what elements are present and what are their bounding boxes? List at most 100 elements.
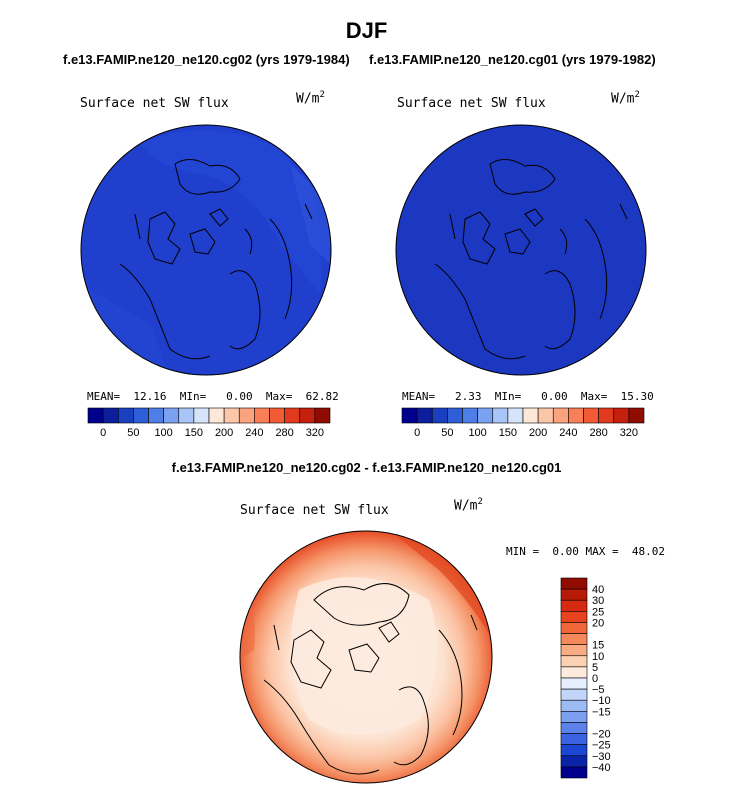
diff-colorbar-swatch bbox=[560, 655, 588, 668]
panel-2-colorbar-tick-label: 150 bbox=[499, 427, 517, 439]
diff-colorbar-swatch bbox=[560, 599, 588, 612]
panel-1-stats: MEAN= 12.16 MIn= 0.00 Max= 62.82 bbox=[87, 390, 339, 403]
diff-colorbar-tick-label: −10 bbox=[592, 695, 611, 707]
panel-2-colorbar-swatch bbox=[537, 407, 554, 424]
diff-colorbar-tick-label: 30 bbox=[592, 595, 604, 607]
diff-colorbar-tick-label: −40 bbox=[592, 762, 611, 774]
panel-1-colorbar-swatch bbox=[314, 407, 331, 424]
panel-2-colorbar-swatch bbox=[628, 407, 645, 424]
panel-2-unit: W/m2 bbox=[611, 90, 640, 107]
diff-colorbar-swatch bbox=[560, 766, 588, 779]
panel-1-colorbar: 0 50 100 150 200 240 280 320 bbox=[87, 407, 331, 439]
diff-polar-map bbox=[239, 530, 493, 784]
panel-2-colorbar-swatch bbox=[522, 407, 539, 424]
diff-colorbar-swatch bbox=[560, 755, 588, 768]
diff-colorbar-swatch bbox=[560, 666, 588, 679]
panel-1-coastlines bbox=[119, 159, 313, 360]
diff-colorbar-tick-label: 5 bbox=[592, 662, 598, 674]
panel-2-stats: MEAN= 2.33 MIn= 0.00 Max= 15.30 bbox=[402, 390, 654, 403]
diff-colorbar-tick-label: 25 bbox=[592, 606, 604, 618]
diff-colorbar-swatch bbox=[560, 633, 588, 645]
diff-colorbar-swatch bbox=[560, 744, 588, 757]
panel-2-colorbar-swatch bbox=[492, 407, 509, 424]
diff-colorbar-swatch bbox=[560, 677, 588, 690]
panel-2-colorbar-swatch bbox=[568, 407, 584, 424]
diff-colorbar-tick-label: 10 bbox=[592, 651, 604, 663]
panel-2-colorbar-tick-label: 280 bbox=[589, 427, 607, 439]
panel-2-colorbar-tick-label: 100 bbox=[468, 427, 486, 439]
panel-2-colorbar-swatch bbox=[416, 407, 433, 424]
panel-1-colorbar-swatch bbox=[87, 407, 104, 424]
diff-colorbar-tick-label: −25 bbox=[592, 740, 611, 752]
panel-1-colorbar-swatch bbox=[238, 407, 255, 424]
panel-1-colorbar-tick-label: 280 bbox=[275, 427, 293, 439]
panel-1-colorbar-tick-label: 320 bbox=[306, 427, 324, 439]
panel-2-polar-map bbox=[395, 124, 647, 376]
figure-title: DJF bbox=[345, 18, 388, 43]
panel-1-variable-label: Surface net SW flux bbox=[80, 96, 229, 111]
panel-2-coastlines bbox=[434, 159, 628, 360]
diff-colorbar-swatch bbox=[560, 688, 588, 701]
panel-1-colorbar-swatch bbox=[284, 407, 301, 424]
diff-colorbar-tick-label: −30 bbox=[592, 751, 611, 763]
panel-2-colorbar-swatch bbox=[462, 407, 478, 424]
diff-colorbar-swatch bbox=[560, 577, 588, 590]
diff-stats: MIN = 0.00 MAX = 48.02 bbox=[506, 545, 665, 558]
panel-2-colorbar-tick-label: 50 bbox=[441, 427, 453, 439]
panel-1-colorbar-swatch bbox=[299, 407, 316, 424]
diff-colorbar-swatch bbox=[560, 622, 588, 634]
panel-1-colorbar-swatch bbox=[193, 407, 210, 424]
panel-1-colorbar-tick-label: 240 bbox=[245, 427, 263, 439]
panel-1-colorbar-swatch bbox=[208, 407, 225, 424]
panel-1-colorbar-swatch bbox=[133, 407, 149, 424]
panel-2-colorbar: 0 50 100 150 200 240 280 320 bbox=[401, 407, 645, 439]
panel-1-colorbar-tick-label: 50 bbox=[127, 427, 139, 439]
panel-1-colorbar-swatch bbox=[223, 407, 240, 424]
diff-colorbar-swatch bbox=[560, 644, 588, 657]
panel-2-colorbar-swatch bbox=[598, 407, 615, 424]
panel-1-colorbar-swatch bbox=[163, 407, 180, 424]
diff-variable-label: Surface net SW flux bbox=[240, 503, 389, 518]
panel-1-polar-map bbox=[80, 124, 332, 376]
panel-1-colorbar-tick-label: 200 bbox=[215, 427, 233, 439]
panel-2-colorbar-swatch bbox=[552, 407, 569, 424]
diff-colorbar-tick-label: −5 bbox=[592, 684, 605, 696]
diff-colorbar-swatch bbox=[560, 699, 588, 712]
panel-2-colorbar-swatch bbox=[431, 407, 448, 424]
panel-2-variable-label: Surface net SW flux bbox=[397, 96, 546, 111]
diff-colorbar-tick-label: −20 bbox=[592, 729, 611, 741]
panel-1-colorbar-swatch bbox=[269, 407, 285, 424]
panel-1-colorbar-swatch bbox=[102, 407, 119, 424]
panel-1-colorbar-tick-label: 150 bbox=[185, 427, 203, 439]
panel-2-colorbar-tick-label: 200 bbox=[529, 427, 547, 439]
diff-colorbar-swatch bbox=[560, 722, 588, 734]
diff-colorbar-tick-label: 20 bbox=[592, 617, 604, 629]
panel-1-colorbar-tick-label: 0 bbox=[100, 427, 106, 439]
diff-colorbar-swatch bbox=[560, 588, 588, 601]
panel-2-colorbar-swatch bbox=[507, 407, 524, 424]
diff-unit: W/m2 bbox=[454, 497, 483, 514]
diff-colorbar-swatch bbox=[560, 611, 588, 623]
diff-coastlines bbox=[263, 583, 478, 775]
diff-colorbar-swatch bbox=[560, 733, 588, 745]
panel-1-subtitle: f.e13.FAMIP.ne120_ne120.cg02 (yrs 1979-1… bbox=[63, 52, 350, 67]
panel-1-colorbar-swatch bbox=[117, 407, 134, 424]
panel-1-colorbar-swatch bbox=[254, 407, 270, 424]
difference-title: f.e13.FAMIP.ne120_ne120.cg02 - f.e13.FAM… bbox=[171, 460, 562, 475]
diff-colorbar-tick-label: 15 bbox=[592, 640, 604, 652]
panel-2-colorbar-tick-label: 320 bbox=[620, 427, 638, 439]
panel-2-colorbar-tick-label: 240 bbox=[559, 427, 577, 439]
diff-colorbar-tick-label: 0 bbox=[592, 673, 598, 685]
panel-1-colorbar-tick-label: 100 bbox=[154, 427, 172, 439]
diff-colorbar-swatch bbox=[560, 711, 588, 723]
panel-2-colorbar-swatch bbox=[613, 407, 630, 424]
panel-1-unit: W/m2 bbox=[296, 90, 325, 107]
panel-2-colorbar-swatch bbox=[477, 407, 494, 424]
panel-2-colorbar-swatch bbox=[583, 407, 599, 424]
panel-1-colorbar-swatch bbox=[178, 407, 195, 424]
panel-2-subtitle: f.e13.FAMIP.ne120_ne120.cg01 (yrs 1979-1… bbox=[369, 52, 656, 67]
panel-2-colorbar-tick-label: 0 bbox=[414, 427, 420, 439]
panel-2-colorbar-swatch bbox=[401, 407, 418, 424]
panel-2-colorbar-swatch bbox=[447, 407, 463, 424]
diff-colorbar-tick-label: −15 bbox=[592, 706, 611, 718]
